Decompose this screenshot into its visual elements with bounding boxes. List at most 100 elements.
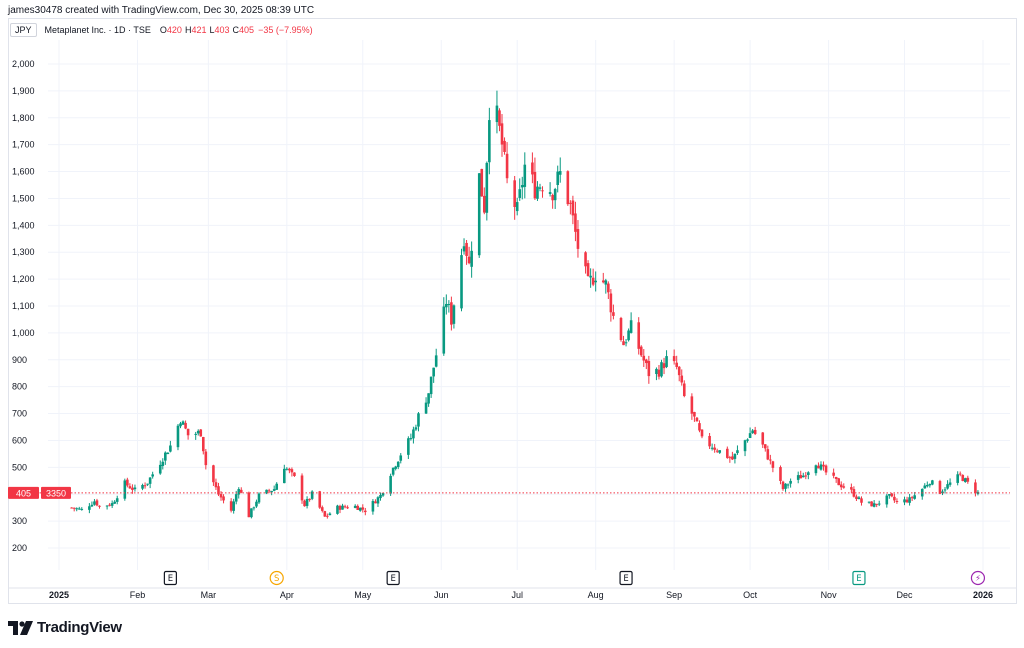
candle-body[interactable] bbox=[647, 360, 651, 377]
candle-body[interactable] bbox=[781, 481, 785, 490]
candle-body[interactable] bbox=[842, 486, 846, 488]
candle-body[interactable] bbox=[234, 494, 238, 502]
candle-body[interactable] bbox=[855, 496, 858, 499]
candle-body[interactable] bbox=[837, 478, 841, 486]
candle-body[interactable] bbox=[807, 472, 810, 476]
candle-body[interactable] bbox=[77, 508, 81, 510]
candle-body[interactable] bbox=[604, 280, 608, 285]
candle-body[interactable] bbox=[495, 105, 499, 123]
candle-body[interactable] bbox=[110, 503, 114, 506]
candle-body[interactable] bbox=[480, 168, 484, 197]
candle-body[interactable] bbox=[417, 413, 420, 427]
candle-body[interactable] bbox=[318, 491, 322, 508]
candle-body[interactable] bbox=[627, 330, 630, 341]
candle-body[interactable] bbox=[584, 252, 587, 267]
candle-body[interactable] bbox=[113, 501, 116, 504]
candle-body[interactable] bbox=[265, 489, 268, 494]
candle-body[interactable] bbox=[98, 505, 101, 507]
candle-body[interactable] bbox=[394, 466, 397, 469]
candle-body[interactable] bbox=[470, 250, 473, 267]
event-marker-event[interactable]: ⚡ bbox=[970, 570, 986, 586]
candle-body[interactable] bbox=[601, 280, 605, 283]
candle-body[interactable] bbox=[432, 367, 435, 377]
candle-body[interactable] bbox=[675, 362, 678, 367]
candle-body[interactable] bbox=[801, 475, 805, 478]
candle-body[interactable] bbox=[938, 481, 942, 494]
candle-body[interactable] bbox=[328, 513, 332, 516]
candle-body[interactable] bbox=[505, 153, 509, 179]
candle-body[interactable] bbox=[427, 393, 430, 404]
candle-body[interactable] bbox=[272, 489, 276, 491]
candle-body[interactable] bbox=[429, 376, 433, 395]
candle-body[interactable] bbox=[698, 423, 701, 431]
candle-body[interactable] bbox=[642, 355, 646, 361]
candle-body[interactable] bbox=[399, 455, 403, 461]
candle-body[interactable] bbox=[905, 499, 909, 503]
candle-body[interactable] bbox=[748, 433, 752, 438]
candle-body[interactable] bbox=[746, 439, 749, 441]
candle-body[interactable] bbox=[819, 464, 823, 470]
candle-body[interactable] bbox=[336, 505, 339, 514]
candle-body[interactable] bbox=[763, 444, 767, 449]
candle-body[interactable] bbox=[804, 475, 808, 477]
candle-body[interactable] bbox=[445, 303, 448, 308]
candle-body[interactable] bbox=[690, 396, 694, 414]
candle-body[interactable] bbox=[566, 171, 570, 205]
candle-body[interactable] bbox=[536, 186, 539, 199]
candle-body[interactable] bbox=[146, 483, 149, 485]
candle-body[interactable] bbox=[832, 472, 835, 476]
candle-body[interactable] bbox=[338, 505, 342, 510]
candle-body[interactable] bbox=[867, 501, 871, 503]
candle-body[interactable] bbox=[75, 508, 79, 510]
candle-body[interactable] bbox=[771, 461, 775, 468]
candle-body[interactable] bbox=[541, 190, 544, 192]
candle-body[interactable] bbox=[594, 280, 597, 283]
candle-body[interactable] bbox=[655, 368, 658, 375]
candle-body[interactable] bbox=[619, 317, 623, 340]
candle-body[interactable] bbox=[250, 508, 253, 518]
candle-body[interactable] bbox=[131, 487, 134, 490]
candle-body[interactable] bbox=[247, 492, 251, 518]
candle-body[interactable] bbox=[895, 500, 899, 502]
candle-body[interactable] bbox=[761, 432, 765, 445]
candle-body[interactable] bbox=[796, 475, 800, 480]
candle-body[interactable] bbox=[766, 449, 770, 460]
candle-body[interactable] bbox=[285, 468, 289, 470]
candle-body[interactable] bbox=[538, 187, 542, 189]
candle-body[interactable] bbox=[126, 479, 129, 486]
candle-body[interactable] bbox=[824, 465, 828, 473]
candle-body[interactable] bbox=[888, 494, 891, 496]
candle-body[interactable] bbox=[743, 440, 747, 452]
candle-body[interactable] bbox=[612, 312, 615, 316]
candle-body[interactable] bbox=[503, 140, 506, 152]
candle-body[interactable] bbox=[364, 510, 367, 513]
candle-body[interactable] bbox=[164, 452, 167, 461]
candle-body[interactable] bbox=[90, 504, 94, 507]
candle-body[interactable] bbox=[961, 475, 965, 482]
event-marker-earnings[interactable]: E bbox=[619, 570, 633, 586]
candle-body[interactable] bbox=[305, 499, 309, 506]
candle-body[interactable] bbox=[672, 356, 676, 362]
candle-body[interactable] bbox=[700, 429, 704, 437]
candle-body[interactable] bbox=[407, 438, 410, 455]
candle-body[interactable] bbox=[850, 487, 853, 490]
candle-body[interactable] bbox=[637, 322, 641, 349]
candle-body[interactable] bbox=[500, 123, 504, 145]
candle-body[interactable] bbox=[870, 501, 873, 507]
candle-body[interactable] bbox=[948, 482, 952, 485]
candle-body[interactable] bbox=[283, 468, 286, 484]
candle-body[interactable] bbox=[212, 465, 215, 483]
candle-body[interactable] bbox=[958, 473, 962, 475]
candle-body[interactable] bbox=[928, 484, 932, 486]
candle-body[interactable] bbox=[181, 421, 185, 425]
candle-body[interactable] bbox=[769, 459, 772, 461]
candle-body[interactable] bbox=[974, 482, 977, 493]
candle-body[interactable] bbox=[186, 428, 190, 436]
candle-body[interactable] bbox=[943, 489, 947, 491]
tradingview-footer[interactable]: TradingView bbox=[8, 619, 122, 636]
candle-body[interactable] bbox=[450, 302, 453, 325]
candle-body[interactable] bbox=[194, 433, 198, 435]
candle-body[interactable] bbox=[872, 503, 876, 507]
candle-body[interactable] bbox=[629, 320, 633, 333]
candle-body[interactable] bbox=[677, 366, 681, 376]
